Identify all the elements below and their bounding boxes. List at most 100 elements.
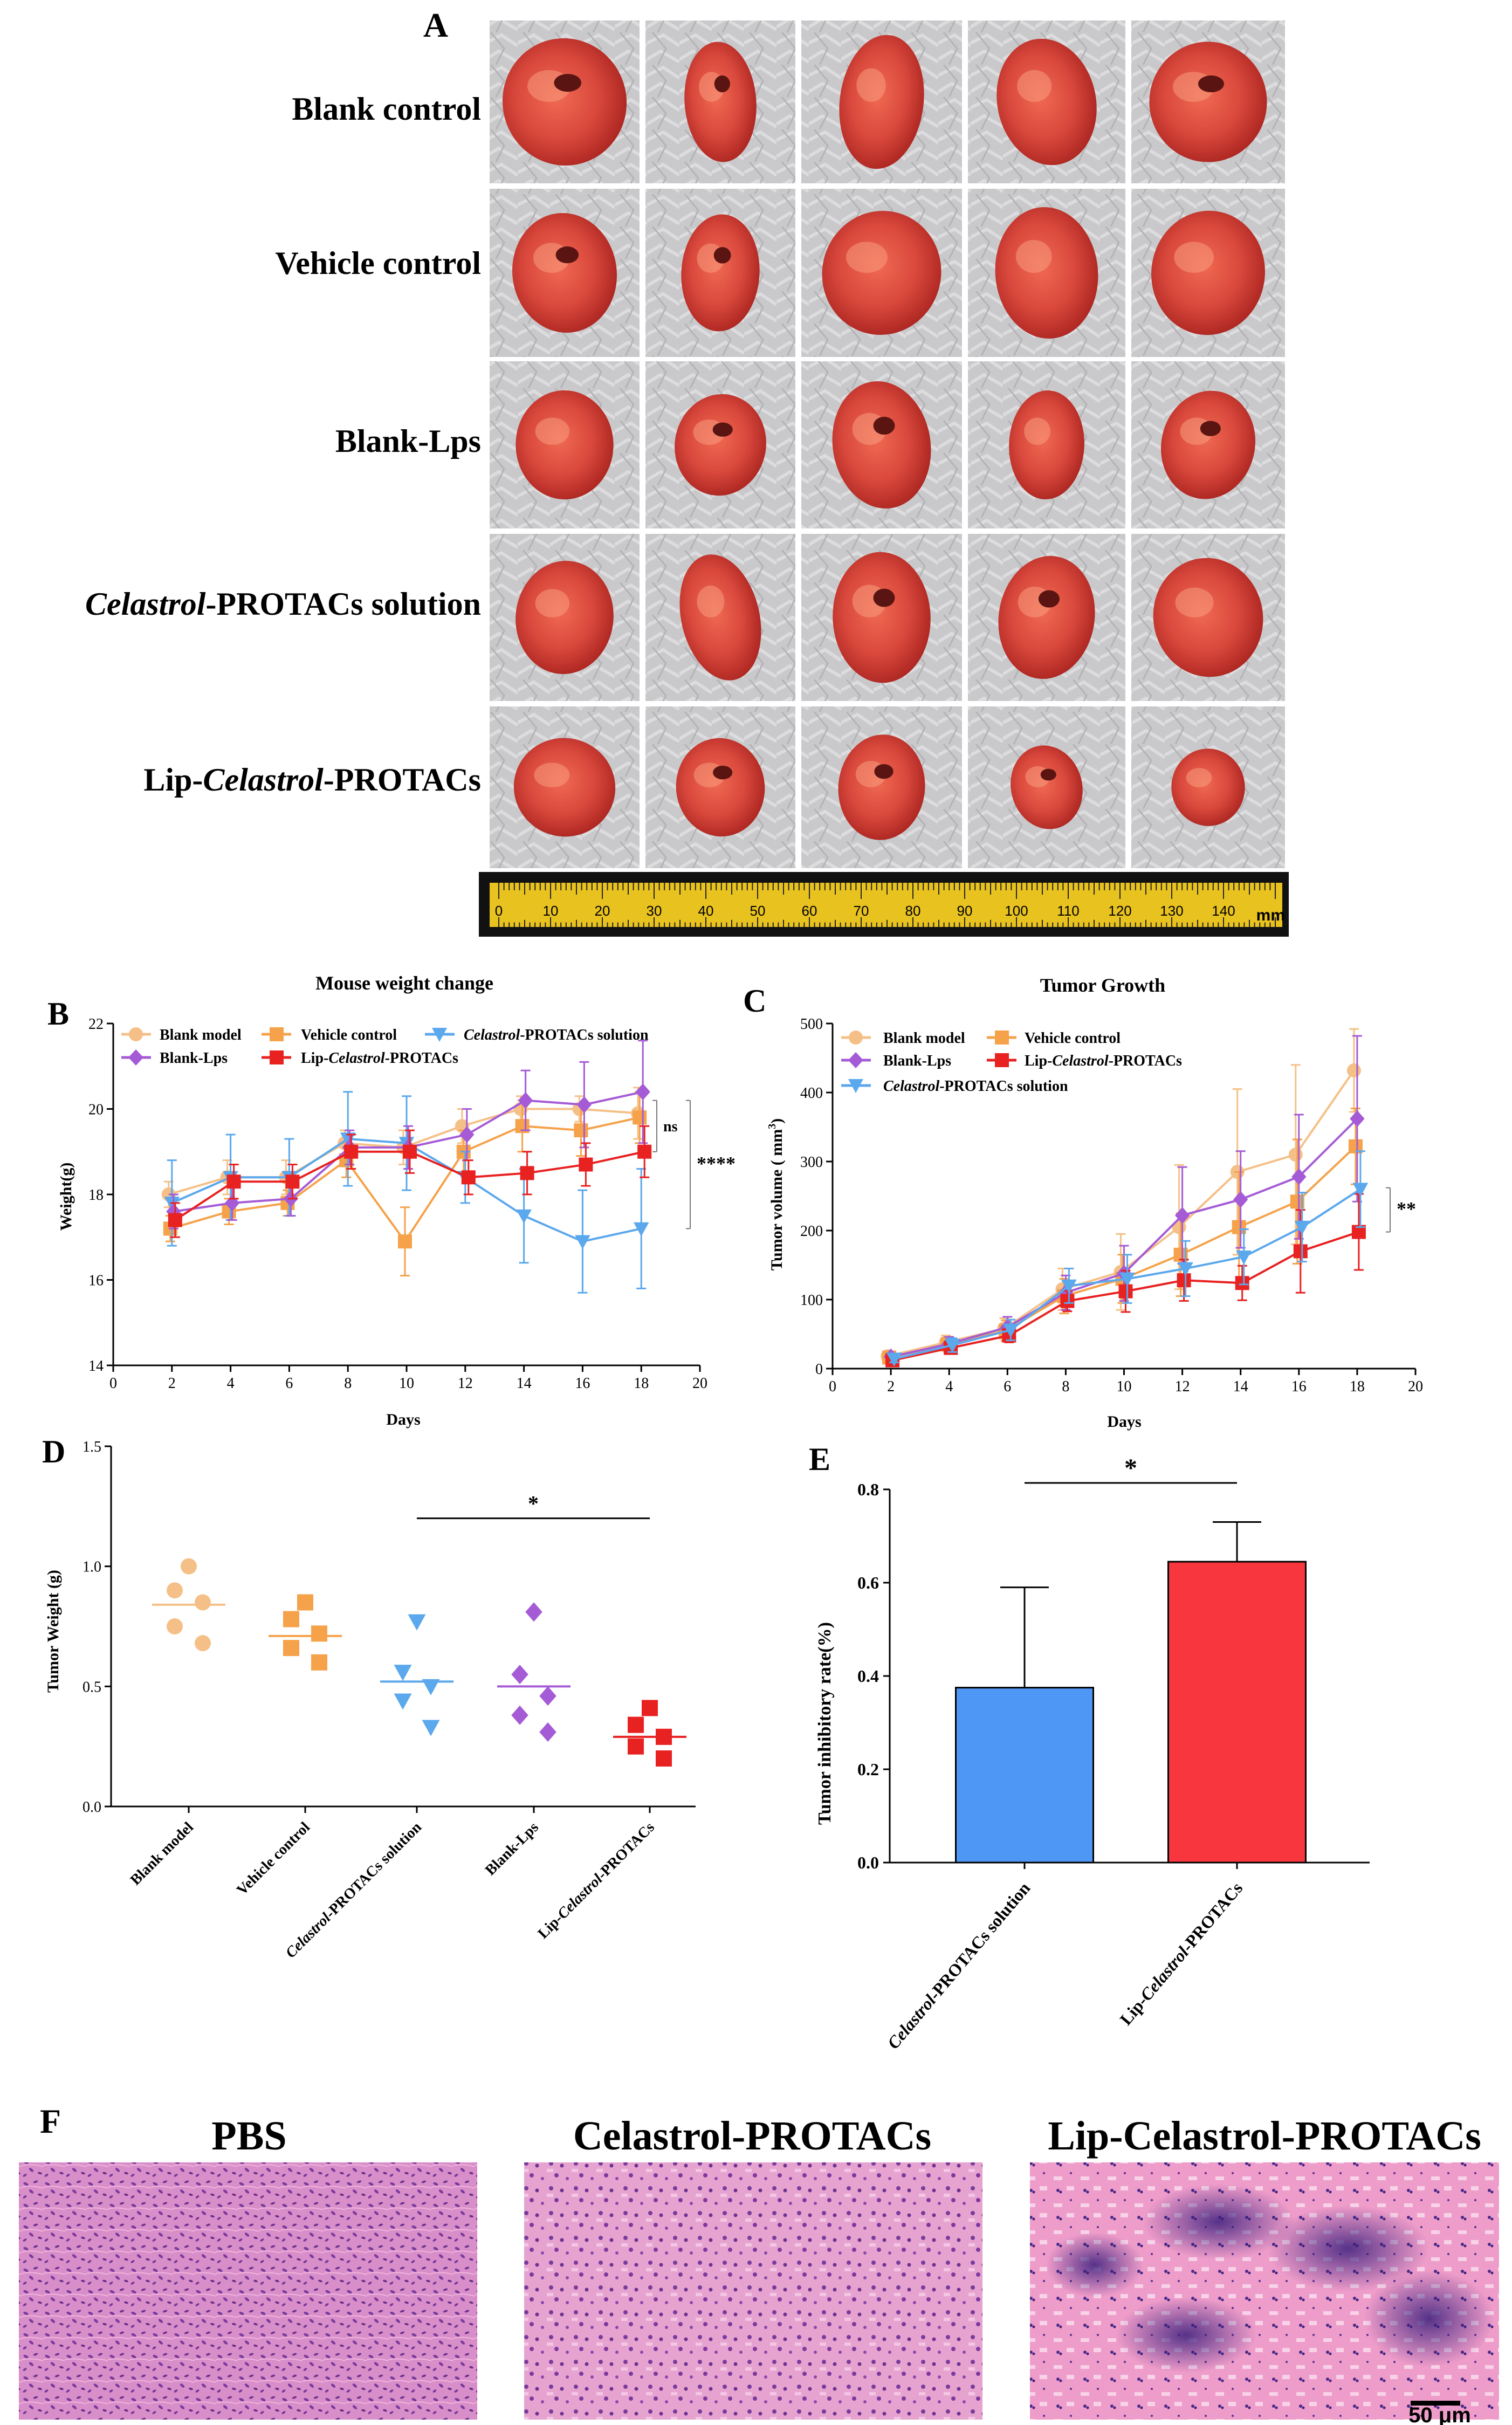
- chart-c-xtick-label: 12: [1175, 1378, 1190, 1395]
- data-point: [886, 1352, 902, 1367]
- data-point: [511, 1705, 528, 1725]
- row-label-blank-control: Blank control: [292, 91, 481, 127]
- tumor-tissue: [679, 554, 761, 681]
- tumor-tissue: [1153, 558, 1263, 677]
- data-point: [1233, 1191, 1248, 1208]
- tumor-photo-grid: [490, 20, 1285, 868]
- chart-b-title: Mouse weight change: [315, 972, 493, 994]
- svg-text:Blank model: Blank model: [883, 1030, 965, 1047]
- scale-bar-label: 50 μm: [1408, 2403, 1471, 2425]
- ruler-label: 90: [957, 903, 973, 919]
- data-point: [297, 1594, 313, 1611]
- tumor-tissue: [681, 214, 760, 332]
- chart-b-series-vehicle-control: [163, 1091, 647, 1277]
- tumor-photo-r5-c3: [801, 706, 962, 868]
- data-point: [461, 1170, 476, 1185]
- tissue-necrosis: [555, 246, 579, 264]
- chart-c-ytick-label: 500: [800, 1016, 823, 1033]
- row-label-lip-celastrol-protacs: Lip-Celastrol-PROTACs: [143, 762, 481, 798]
- chart-c-ytick-label: 200: [800, 1223, 823, 1240]
- tissue-highlight: [535, 417, 570, 445]
- panel-letter-c: C: [743, 983, 766, 1019]
- data-point: [518, 1092, 533, 1109]
- chart-c-ytick-label: 400: [800, 1085, 823, 1102]
- chart-c-series-celastrol-protacs-solution: [886, 1150, 1369, 1367]
- tumor-photo-r3-c2: [645, 361, 795, 528]
- data-point: [195, 1594, 211, 1611]
- chart-d-group-vehicle-control: [269, 1594, 342, 1813]
- svg-text:Blank model: Blank model: [160, 1027, 242, 1043]
- data-point: [1003, 1323, 1019, 1338]
- data-point: [408, 1614, 426, 1631]
- data-point: [642, 1700, 658, 1716]
- data-point: [1118, 1284, 1133, 1299]
- panel-f-histology: F PBS Celastrol-PROTACs Lip-Celastrol-PR…: [19, 2102, 1499, 2425]
- data-point: [579, 1157, 593, 1172]
- chart-b-significance-label: ****: [697, 1153, 736, 1174]
- series-line: [889, 1145, 1357, 1359]
- chart-b-xtick-label: 0: [109, 1375, 117, 1392]
- tissue-necrosis: [873, 588, 895, 607]
- tumor-photo-r3-c5: [1131, 361, 1285, 528]
- tumor-photo-r2-c2: [645, 189, 795, 357]
- chart-c-xtick-label: 16: [1291, 1378, 1307, 1395]
- ruler-unit: mm: [1256, 906, 1285, 924]
- data-point: [1294, 1220, 1310, 1235]
- chart-d-group-blank-model: [152, 1558, 225, 1813]
- data-point: [633, 1222, 649, 1236]
- data-point: [403, 1144, 417, 1159]
- tissue-necrosis: [873, 416, 895, 435]
- chart-b-xtick-label: 6: [285, 1375, 293, 1392]
- chart-b-legend: Blank model Vehicle control Celastrol-PR…: [121, 1027, 649, 1067]
- tissue-highlight: [1175, 587, 1214, 617]
- histology-title-lip-celastrol-protacs: Lip-Celastrol-PROTACs: [1048, 2113, 1481, 2159]
- data-point: [633, 1110, 647, 1125]
- tumor-tissue: [675, 394, 766, 496]
- ruler-label: 80: [905, 903, 921, 919]
- tissue-necrosis: [1198, 75, 1224, 93]
- tissue-highlight: [534, 762, 570, 788]
- row-label-celastrol-protacs-solution: Celastrol-PROTACs solution: [85, 586, 481, 622]
- chart-b-xtick-label: 2: [168, 1375, 176, 1392]
- chart-b-ytick-label: 20: [88, 1102, 104, 1118]
- chart-b-xtick-label: 12: [458, 1375, 473, 1392]
- chart-e-ytick-label: 0.2: [857, 1760, 879, 1779]
- histology-image-pbs: [19, 2162, 477, 2420]
- data-point: [628, 1716, 644, 1733]
- panel-c-tumor-growth-chart: C Tumor Growth Days Tumor volume ( mm3) …: [743, 974, 1423, 1431]
- tumor-tissue: [1009, 390, 1084, 500]
- legend-c-celastrol-protacs-solution: Celastrol-PROTACs solution: [841, 1078, 1068, 1095]
- data-point: [1177, 1273, 1191, 1288]
- panel-e-inhibitory-rate-chart: E Tumor inhibitory rate(%) 0.0 0.2 0.4 0.6 0…: [809, 1441, 1370, 2052]
- data-point: [167, 1618, 183, 1634]
- data-point: [539, 1686, 556, 1706]
- tissue-necrosis: [874, 764, 894, 779]
- data-point: [574, 1123, 588, 1138]
- data-point: [635, 1083, 650, 1101]
- tumor-tissue: [1160, 390, 1256, 499]
- chart-c-xtick-label: 2: [887, 1378, 895, 1395]
- row-label-blank-lps: Blank-Lps: [335, 423, 481, 459]
- tumor-photo-r3-c1: [490, 361, 640, 528]
- ruler-label: 0: [495, 903, 503, 919]
- data-point: [628, 1738, 644, 1755]
- ruler-label: 130: [1160, 903, 1183, 919]
- chart-b-xtick-label: 10: [399, 1375, 414, 1392]
- tumor-photo-r3-c4: [968, 361, 1125, 528]
- histology-image-lip-celastrol-protacs: [1030, 2162, 1499, 2420]
- legend-b-celastrol-protacs-solution: Celastrol-PROTACs solution: [425, 1027, 649, 1043]
- data-point: [398, 1234, 412, 1249]
- tumor-tissue: [516, 561, 614, 674]
- data-point: [511, 1665, 528, 1685]
- chart-b-significance-label: ns: [663, 1118, 678, 1135]
- data-point: [285, 1174, 300, 1189]
- panel-d-tumor-weight-chart: D Tumor Weight (g) 0.0 0.5 1.0 1.5 Blank mod…: [42, 1434, 696, 1961]
- tumor-photo-r4-c5: [1131, 534, 1285, 701]
- ruler-label: 110: [1057, 903, 1079, 919]
- tumor-photo-r2-c3: [801, 189, 962, 357]
- chart-b-xtick-label: 16: [575, 1375, 590, 1392]
- data-point: [1178, 1262, 1193, 1276]
- svg-text:Blank-Lps: Blank-Lps: [883, 1053, 951, 1069]
- data-point: [226, 1174, 241, 1189]
- chart-c-xtick-label: 4: [945, 1378, 953, 1395]
